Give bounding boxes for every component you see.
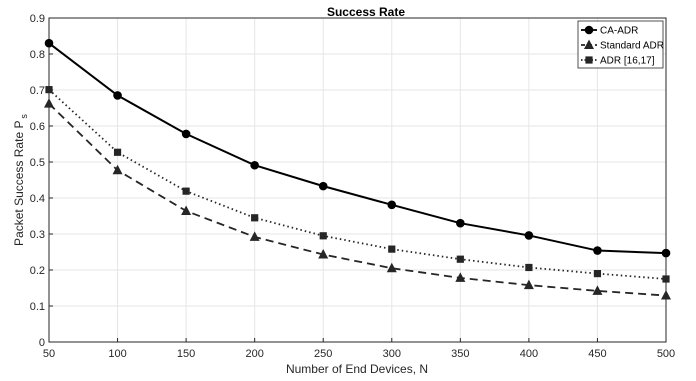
- x-tick-label: 200: [245, 348, 263, 360]
- data-point: [592, 285, 603, 295]
- legend-item: Standard ADR: [581, 39, 664, 52]
- data-point: [593, 270, 602, 278]
- data-point: [112, 164, 123, 175]
- data-point: [388, 245, 396, 253]
- y-tick-label: 0.3: [30, 229, 45, 241]
- y-tick-labels: 0 0.1 0.2 0.3 0.4 0.5 0.6 0.7 0.8 0.9: [30, 13, 53, 349]
- x-tick-label: 400: [520, 348, 538, 360]
- data-point: [593, 246, 602, 255]
- legend: CA-ADR Standard ADR ADR [16,17]: [577, 20, 664, 69]
- data-point: [387, 200, 397, 210]
- data-point: [182, 187, 190, 195]
- y-axis-label-subscript: s: [19, 114, 29, 119]
- data-point: [455, 272, 466, 282]
- series-2: [45, 86, 670, 283]
- series-line: [48, 88, 667, 280]
- y-tick-label: 0.9: [30, 13, 45, 25]
- y-tick-label: 0.2: [30, 265, 45, 277]
- data-point: [113, 91, 122, 100]
- x-tick-label: 150: [177, 348, 195, 360]
- data-point: [523, 279, 534, 290]
- y-tick-label: 0: [39, 337, 45, 349]
- data-point: [318, 181, 328, 191]
- data-point: [456, 255, 464, 263]
- legend-item: ADR [16,17]: [581, 56, 655, 67]
- data-point: [319, 232, 327, 240]
- series-1: [44, 98, 671, 300]
- legend-label: CA-ADR: [600, 26, 638, 37]
- data-point: [661, 248, 671, 258]
- legend-label: Standard ADR: [600, 41, 664, 52]
- data-point: [44, 38, 54, 48]
- series-line: [48, 103, 667, 297]
- data-point: [525, 263, 533, 272]
- y-axis-label: Packet Success Rate P s: [12, 114, 29, 246]
- x-tick-label: 50: [43, 348, 55, 360]
- data-point: [250, 160, 259, 170]
- data-point: [386, 262, 397, 273]
- data-point: [45, 86, 53, 94]
- y-tick-label: 0.6: [30, 121, 45, 133]
- legend-marker: [584, 25, 594, 35]
- x-tick-label: 500: [657, 348, 675, 360]
- data-point: [456, 218, 465, 228]
- x-tick-label: 250: [314, 348, 332, 360]
- x-axis-label: Number of End Devices, N: [286, 362, 428, 376]
- data-point: [661, 290, 671, 300]
- legend-item: CA-ADR: [581, 26, 638, 37]
- legend-marker: [584, 39, 594, 49]
- data-point: [662, 275, 670, 283]
- data-point: [251, 214, 259, 222]
- series-0: [44, 38, 671, 258]
- y-tick-label: 0.4: [30, 193, 45, 205]
- series-line: [48, 42, 667, 255]
- x-tick-label: 350: [451, 348, 469, 360]
- y-axis-label-main: Packet Success Rate P: [12, 121, 26, 246]
- legend-label: ADR [16,17]: [600, 56, 655, 67]
- grid: [48, 17, 667, 343]
- x-tick-label: 450: [588, 348, 606, 360]
- y-tick-label: 0.7: [30, 85, 45, 97]
- series-group: [44, 38, 671, 300]
- data-point: [249, 231, 260, 241]
- plot-frame: [48, 17, 667, 343]
- y-tick-label: 0.1: [30, 301, 45, 313]
- chart-title: Success Rate: [327, 5, 405, 19]
- data-point: [181, 129, 191, 139]
- data-point: [181, 205, 192, 215]
- legend-marker: [585, 56, 593, 64]
- data-point: [524, 231, 534, 240]
- data-point: [113, 148, 122, 156]
- y-tick-label: 0.5: [30, 157, 45, 169]
- x-tick-labels: 50 100 150 200 250 300 350 400 450 500: [43, 338, 675, 360]
- x-tick-label: 100: [108, 348, 126, 360]
- data-point: [44, 98, 54, 108]
- x-tick-label: 300: [383, 348, 401, 360]
- y-tick-label: 0.8: [30, 49, 45, 61]
- data-point: [318, 249, 329, 259]
